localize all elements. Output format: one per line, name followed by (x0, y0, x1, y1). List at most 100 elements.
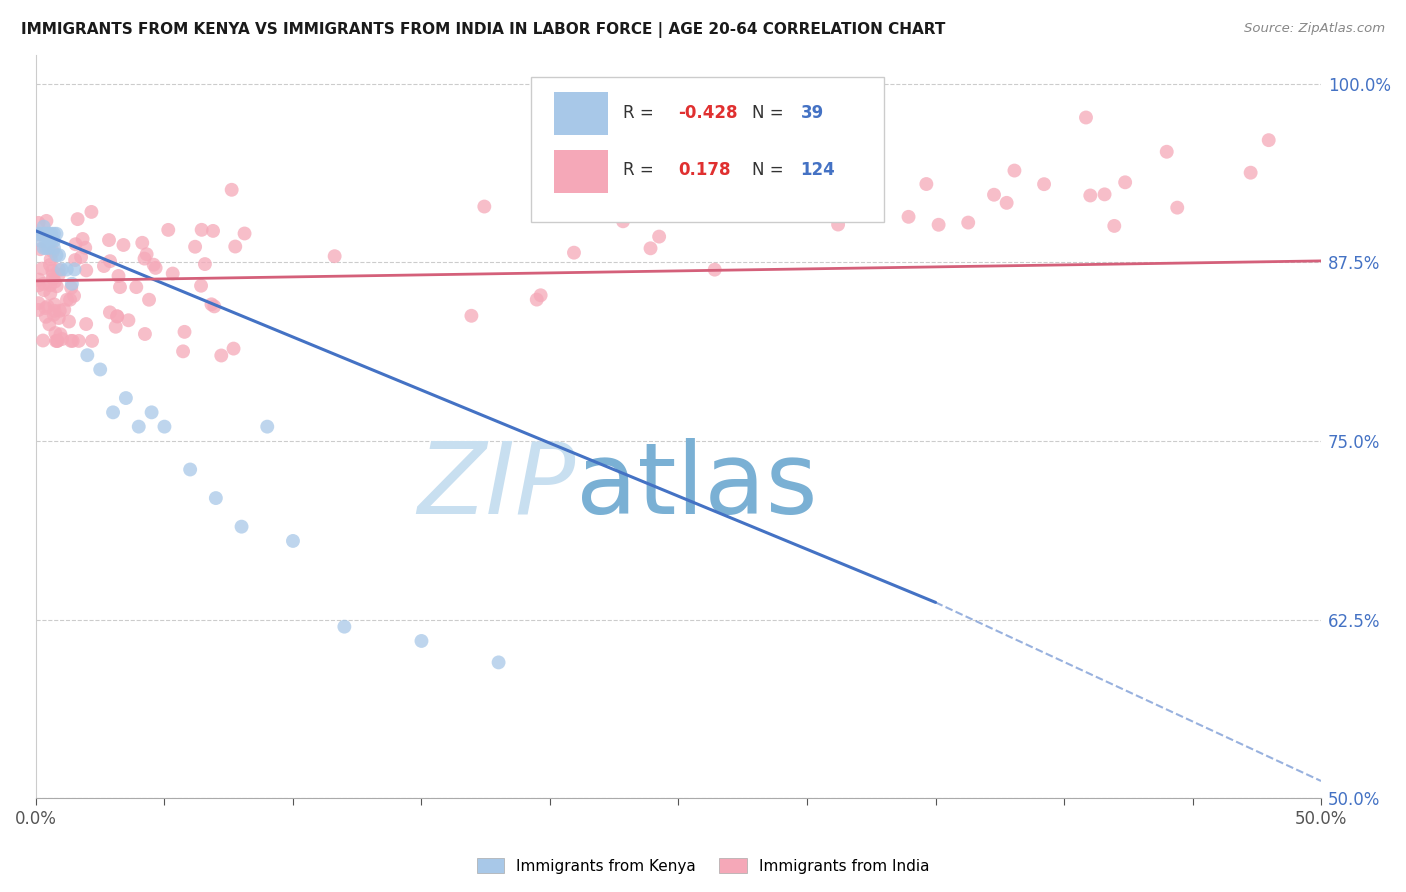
Point (915, 177, 938, 191)
Point (31, 261, 53, 276)
Point (108, 280, 131, 294)
Point (135, 247, 157, 261)
Point (928, 218, 950, 232)
Legend: Immigrants from Kenya, Immigrants from India: Immigrants from Kenya, Immigrants from I… (471, 852, 935, 880)
Point (27, 302, 49, 317)
Point (62, 334, 84, 348)
Point (115, 391, 138, 405)
Point (221, 183, 243, 197)
Point (35, 227, 58, 241)
Point (49, 327, 72, 342)
Text: N =: N = (752, 161, 783, 179)
Point (190, 223, 212, 237)
Point (488, 656, 510, 670)
Point (32, 227, 55, 241)
Point (49, 303, 72, 318)
Point (48, 268, 70, 282)
Point (460, 309, 482, 323)
Point (39, 252, 62, 267)
Point (530, 288, 553, 302)
Point (138, 293, 160, 307)
Point (98, 254, 121, 268)
Point (1074, 111, 1097, 125)
Point (42, 227, 65, 241)
Point (66, 212, 89, 227)
Point (80, 334, 103, 348)
Point (60, 281, 83, 295)
Point (141, 405, 163, 419)
Point (172, 344, 194, 359)
Point (32, 277, 55, 291)
Point (44, 275, 66, 289)
Point (224, 239, 246, 253)
Text: 124: 124 (800, 161, 835, 179)
Point (53, 302, 76, 317)
Point (98, 233, 121, 247)
Point (233, 227, 256, 241)
Point (205, 491, 228, 505)
Point (44, 326, 66, 340)
Point (48, 248, 70, 262)
Point (27, 227, 49, 242)
Point (105, 310, 128, 324)
Text: 0.178: 0.178 (679, 161, 731, 179)
Point (142, 258, 165, 272)
Point (42, 272, 65, 286)
Point (612, 214, 634, 228)
Point (957, 216, 980, 230)
Point (153, 419, 176, 434)
Point (32, 219, 55, 234)
Point (75, 317, 97, 331)
Point (56, 293, 79, 307)
Text: 39: 39 (800, 104, 824, 122)
Point (256, 419, 278, 434)
Point (1104, 219, 1126, 233)
Point (101, 405, 124, 419)
Point (63, 289, 86, 303)
Text: atlas: atlas (575, 438, 817, 534)
Text: IMMIGRANTS FROM KENYA VS IMMIGRANTS FROM INDIA IN LABOR FORCE | AGE 20-64 CORREL: IMMIGRANTS FROM KENYA VS IMMIGRANTS FROM… (21, 22, 945, 38)
Point (134, 252, 156, 266)
Point (222, 342, 245, 356)
Point (1078, 188, 1101, 202)
Point (157, 223, 180, 237)
Point (983, 187, 1005, 202)
Point (60, 334, 83, 348)
Point (1166, 201, 1188, 215)
Point (45, 227, 67, 241)
Point (98, 305, 121, 319)
Point (46, 334, 69, 348)
Point (38, 227, 60, 241)
Point (42, 241, 65, 255)
Point (1004, 163, 1026, 178)
Point (93, 259, 115, 273)
Point (209, 349, 232, 363)
Point (1156, 145, 1178, 159)
Point (34, 301, 56, 315)
Text: -0.428: -0.428 (679, 104, 738, 122)
Point (194, 257, 217, 271)
Point (44, 297, 66, 311)
Point (200, 297, 222, 311)
Point (39, 286, 62, 301)
Point (60, 277, 83, 291)
Point (35, 234, 58, 248)
Point (41, 268, 63, 283)
Point (41, 227, 63, 241)
Point (145, 260, 167, 275)
Point (1257, 133, 1279, 147)
Point (59, 293, 82, 307)
Point (105, 310, 128, 324)
Point (35, 241, 58, 255)
Point (1033, 177, 1056, 191)
Point (128, 419, 150, 434)
Point (567, 199, 589, 213)
Point (231, 519, 253, 533)
Point (202, 224, 225, 238)
Point (76, 348, 98, 362)
Text: N =: N = (752, 104, 783, 122)
Point (55, 262, 77, 277)
Point (32, 283, 55, 297)
Point (179, 462, 201, 476)
Point (32, 334, 55, 348)
